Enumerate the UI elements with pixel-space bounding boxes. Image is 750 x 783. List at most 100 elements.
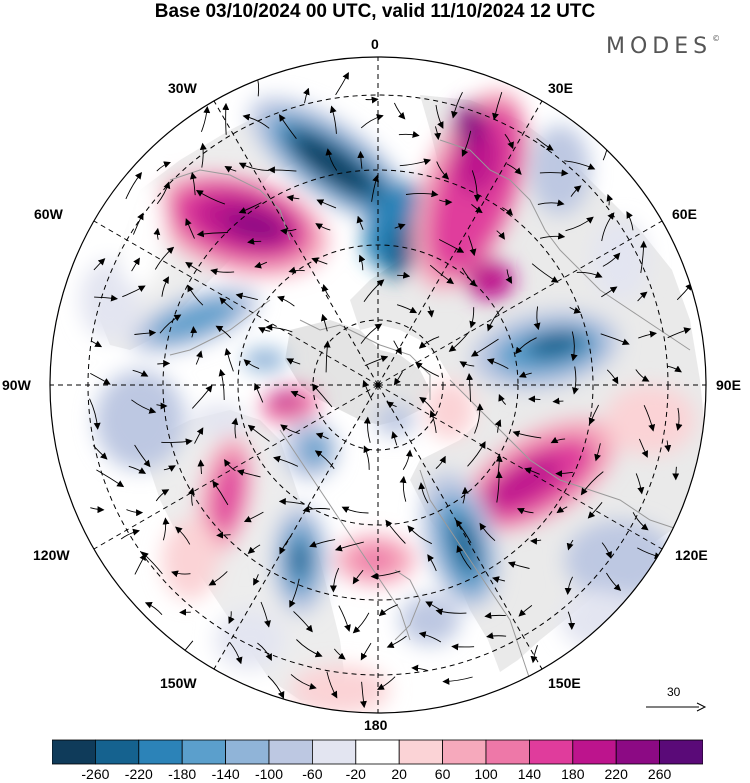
wind-vector: [468, 235, 477, 257]
legend-tick: 20: [391, 766, 407, 782]
wind-vector: [238, 162, 269, 171]
wind-vector: [635, 369, 650, 382]
wind-vector: [667, 327, 692, 339]
legend-swatch: [355, 739, 400, 765]
anomaly-blob: [115, 170, 165, 290]
wind-vectors: [89, 70, 693, 709]
wind-vector: [536, 138, 554, 151]
wind-vector: [456, 545, 472, 570]
legend-swatch: [268, 739, 313, 765]
legend-tick: 140: [517, 766, 542, 782]
wind-vector: [479, 522, 496, 542]
wind-vector: [537, 199, 565, 207]
wind-vector: [572, 366, 579, 395]
anomaly-blob: [291, 540, 309, 580]
wind-vector: [405, 190, 439, 198]
meridian-label-180: 180: [364, 717, 388, 733]
anomaly-blob: [400, 595, 460, 645]
wind-vector: [208, 571, 228, 586]
wind-vector: [524, 467, 540, 475]
wind-vector: [144, 601, 163, 615]
wind-vector: [258, 327, 271, 334]
wind-vector: [132, 212, 144, 235]
wind-vector: [394, 223, 406, 230]
wind-vector: [552, 397, 564, 405]
wind-vector: [286, 194, 300, 202]
wind-vector: [378, 604, 399, 617]
wind-vector: [267, 166, 297, 174]
wind-vector: [492, 576, 506, 583]
anomaly-blob: [269, 392, 301, 408]
wind-vector: [415, 361, 440, 377]
wind-vector: [356, 215, 364, 230]
wind-vector: [393, 371, 403, 386]
wind-vector: [185, 261, 202, 273]
legend-swatch: [485, 739, 530, 765]
meridian-label-0: 0: [371, 36, 379, 52]
wind-vector: [257, 642, 272, 661]
legend-swatch: [572, 739, 617, 765]
wind-vector: [194, 427, 204, 444]
legend-tick: -260: [81, 766, 110, 782]
wind-vector: [461, 486, 469, 504]
wind-vector: [134, 444, 151, 468]
wind-vector: [326, 671, 338, 699]
legend-tick: -180: [168, 766, 197, 782]
latitude-circle: [237, 244, 519, 526]
wind-vector: [435, 455, 446, 469]
wind-vector: [235, 292, 258, 301]
wind-vector: [199, 142, 207, 168]
wind-vector: [429, 264, 455, 285]
wind-vector: [407, 525, 432, 545]
wind-vector: [418, 482, 429, 504]
anomaly-blob: [301, 434, 329, 466]
wind-vector: [333, 648, 346, 660]
wind-vector: [435, 608, 467, 616]
legend-tick: -140: [211, 766, 240, 782]
wind-vector: [461, 267, 477, 287]
wind-vector: [530, 537, 542, 545]
legend-swatch: [659, 739, 703, 765]
wind-vector: [161, 438, 193, 446]
anomaly-blob: [375, 404, 415, 436]
legend-swatch: [181, 739, 226, 765]
legend-tick: -60: [302, 766, 323, 782]
wind-vector: [601, 542, 613, 559]
wind-vector: [273, 455, 299, 467]
wind-vector: [664, 440, 672, 453]
wind-vector: [278, 114, 297, 139]
wind-vector: [362, 379, 373, 401]
wind-vector: [638, 330, 657, 339]
legend-tick: 260: [647, 766, 672, 782]
reference-vector-label: 30: [667, 685, 681, 699]
anomaly-blob: [212, 455, 244, 535]
wind-vector: [338, 605, 351, 632]
wind-vector: [474, 403, 484, 434]
wind-vector: [242, 113, 270, 129]
legend-swatch: [442, 739, 487, 765]
wind-vector: [154, 246, 175, 270]
wind-vector: [402, 449, 413, 471]
wind-vector: [197, 459, 205, 475]
wind-vector: [495, 471, 503, 503]
wind-vector: [92, 445, 108, 460]
wind-vector: [570, 331, 578, 362]
legend-tick: -220: [124, 766, 153, 782]
wind-vector: [159, 314, 182, 334]
wind-vector: [134, 329, 157, 337]
wind-vector: [93, 258, 106, 271]
wind-vector: [90, 340, 103, 348]
meridian-label-150e: 150E: [548, 675, 581, 691]
wind-vector: [163, 465, 176, 472]
wind-vector: [451, 91, 463, 119]
meridian-line: [377, 384, 663, 550]
wind-vector: [418, 631, 442, 643]
wind-vector: [216, 531, 231, 539]
wind-vector: [131, 399, 157, 414]
wind-vector: [569, 307, 582, 314]
wind-vector: [280, 227, 297, 235]
wind-vector: [564, 576, 573, 595]
anomaly-blob: [355, 548, 395, 572]
wind-vector: [512, 430, 542, 439]
wind-vector: [231, 417, 239, 439]
